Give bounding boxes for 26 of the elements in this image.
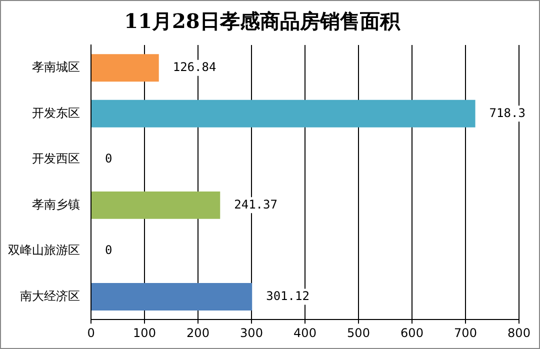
data-label: 718.3 [489, 106, 526, 120]
x-tick-label: 0 [87, 326, 95, 340]
bar [92, 282, 252, 310]
x-tick-label: 200 [186, 326, 210, 340]
x-tick-label: 800 [508, 326, 530, 340]
x-tick-label: 700 [454, 326, 477, 340]
y-tick-label: 孝南城区 [32, 60, 80, 74]
bar [92, 191, 220, 219]
data-label: 301.12 [266, 288, 310, 303]
bar [92, 54, 159, 82]
data-label: 0 [105, 152, 112, 166]
x-tick-label: 600 [400, 326, 424, 340]
x-tick-label: 400 [294, 326, 316, 340]
data-label: 241.37 [234, 197, 278, 212]
y-tick-label: 双峰山旅游区 [8, 243, 80, 258]
bar [92, 100, 476, 128]
x-tick-label: 100 [133, 326, 156, 340]
x-tick-label: 300 [240, 326, 263, 340]
data-label: 126.84 [172, 60, 216, 74]
chart-title: 11月28日孝感商品房销售面积 [124, 9, 401, 34]
y-tick-label: 开发东区 [32, 106, 80, 120]
y-tick-label: 南大经济区 [20, 288, 80, 303]
y-tick-label: 开发西区 [32, 152, 80, 166]
x-tick-label: 500 [347, 326, 370, 340]
data-label: 0 [105, 243, 112, 258]
y-tick-label: 孝南乡镇 [32, 197, 80, 212]
